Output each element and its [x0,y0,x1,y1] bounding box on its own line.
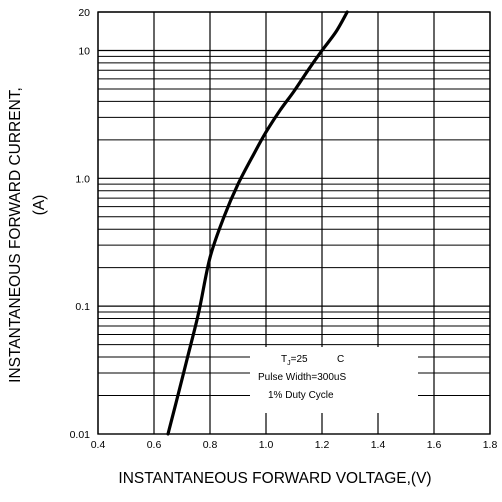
y-tick-label: 0.1 [75,301,90,313]
curve-layer [166,10,349,436]
x-tick-label: 0.6 [147,439,162,451]
y-tick-label: 10 [78,45,90,57]
plot-frame [97,11,491,435]
x-tick-label: 1.0 [259,439,274,451]
annotation-line1: TJ=25 [281,354,308,367]
x-tick-label: 0.4 [91,439,106,451]
annotation-temp-value: =25 [291,354,308,365]
y-tick-label: 1.0 [75,173,90,185]
x-tick-label: 1.6 [427,439,442,451]
y-axis-label-line2: (A) [31,195,48,216]
annotation-t-symbol: T [281,354,287,365]
annotation-duty-cycle: 1% Duty Cycle [268,390,334,401]
x-tick-label: 1.8 [483,439,498,451]
grid-layer [97,11,491,434]
conditions-annotation: TJ=25 C Pulse Width=300uS 1% Duty Cycle [250,347,418,413]
annotation-box [250,347,418,413]
y-axis-label-line1: INSTANTANEOUS FORWARD CURRENT, [7,87,24,383]
annotation-pulse-width: Pulse Width=300uS [258,372,346,383]
x-tick-label: 1.4 [371,439,386,451]
annotation-subscript: J [287,360,291,367]
x-axis-label: INSTANTANEOUS FORWARD VOLTAGE,(V) [118,470,431,487]
annotation-temp-unit: C [337,354,344,365]
x-tick-label: 0.8 [203,439,218,451]
y-tick-label: 0.01 [70,429,91,441]
y-tick-label: 20 [78,7,90,19]
forward-current-curve [166,10,349,436]
x-tick-label: 1.2 [315,439,330,451]
tick-label-layer: 0.4 0.6 0.8 1.0 1.2 1.4 1.6 1.8 0.01 0.1 1.0 10 20 [70,7,498,451]
